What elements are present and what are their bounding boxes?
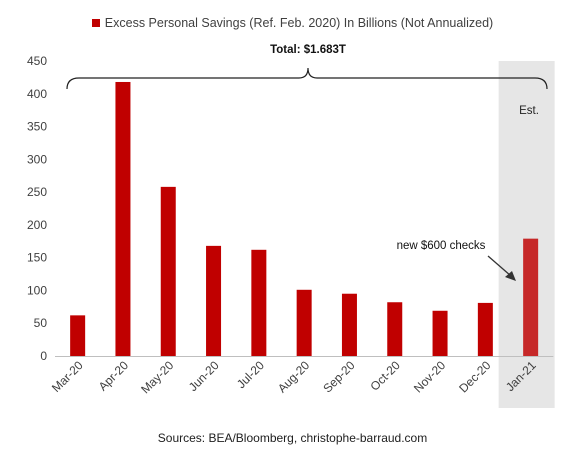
checks-arrow bbox=[487, 255, 516, 281]
y-tick-label: 0 bbox=[40, 349, 47, 363]
bar-apr-20 bbox=[115, 81, 131, 356]
chart-legend: Excess Personal Savings (Ref. Feb. 2020)… bbox=[0, 16, 585, 30]
bar-jan-21 bbox=[523, 238, 539, 356]
x-axis: Mar-20 Apr-20 May-20 Jun-20 Jul-20 Aug-20 Sep-… bbox=[49, 358, 539, 396]
bar-aug-20 bbox=[296, 289, 312, 356]
y-tick-label: 350 bbox=[27, 120, 47, 134]
y-tick-label: 200 bbox=[27, 218, 47, 232]
x-tick-label: May-20 bbox=[138, 358, 176, 396]
bar-may-20 bbox=[160, 186, 176, 356]
x-tick-label: Oct-20 bbox=[368, 358, 404, 394]
legend-swatch bbox=[91, 18, 100, 27]
source-note: Sources: BEA/Bloomberg, christophe-barra… bbox=[157, 431, 428, 445]
bars-group bbox=[55, 81, 554, 357]
bar-oct-20 bbox=[387, 302, 403, 356]
bar-jun-20 bbox=[206, 245, 222, 356]
x-tick-label: Apr-20 bbox=[96, 358, 132, 394]
y-tick-label: 400 bbox=[27, 87, 47, 101]
x-tick-label: Dec-20 bbox=[456, 358, 493, 395]
x-tick-label: Sep-20 bbox=[320, 358, 357, 395]
y-tick-label: 150 bbox=[27, 251, 47, 265]
x-tick-label: Nov-20 bbox=[411, 358, 448, 395]
y-axis: 0 50 100 150 200 250 300 350 400 450 bbox=[27, 54, 47, 363]
total-brace bbox=[66, 67, 548, 90]
y-tick-label: 450 bbox=[27, 54, 47, 68]
y-tick-label: 300 bbox=[27, 152, 47, 166]
x-tick-label: Jul-20 bbox=[234, 358, 267, 391]
bar-mar-20 bbox=[70, 315, 86, 356]
y-tick-label: 250 bbox=[27, 185, 47, 199]
checks-annotation: new $600 checks bbox=[397, 240, 486, 252]
bar-nov-20 bbox=[432, 310, 448, 356]
x-tick-label: Mar-20 bbox=[49, 358, 86, 395]
total-annotation: Total: $1.683T bbox=[270, 44, 346, 56]
bar-dec-20 bbox=[477, 302, 493, 356]
legend-label: Excess Personal Savings (Ref. Feb. 2020)… bbox=[104, 16, 494, 30]
estimate-label: Est. bbox=[519, 105, 539, 117]
y-tick-label: 50 bbox=[34, 316, 48, 330]
x-tick-label: Jun-20 bbox=[186, 358, 222, 394]
bar-jul-20 bbox=[251, 249, 267, 356]
x-tick-label: Aug-20 bbox=[275, 358, 312, 395]
y-tick-label: 100 bbox=[27, 283, 47, 297]
bar-sep-20 bbox=[341, 293, 357, 356]
